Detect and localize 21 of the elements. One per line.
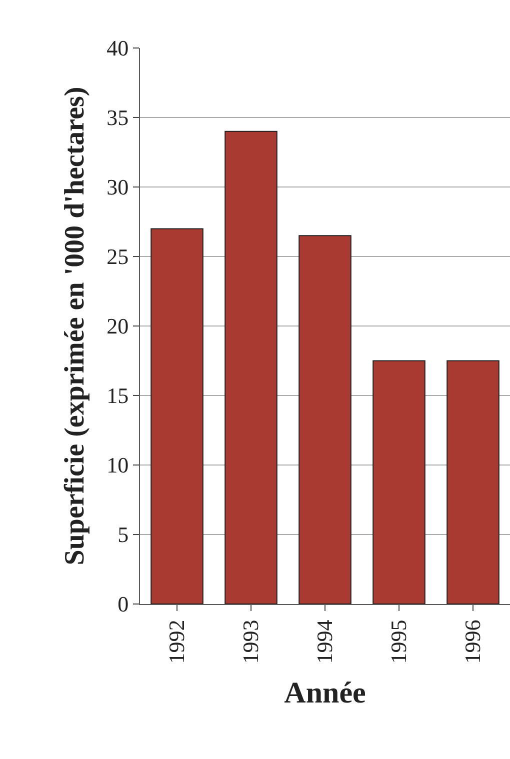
y-tick-label: 0 — [118, 592, 129, 617]
y-tick-label: 30 — [106, 174, 129, 200]
x-tick-label: 1993 — [238, 620, 264, 664]
y-tick-label: 10 — [106, 452, 129, 478]
y-tick-label: 25 — [106, 244, 129, 270]
x-tick-label: 1992 — [164, 620, 190, 664]
bar — [150, 228, 204, 604]
bar — [372, 360, 426, 604]
y-tick-label: 15 — [106, 383, 129, 408]
y-axis-title: Superficie (exprimée en '000 d'hectares) — [59, 86, 90, 566]
bar — [446, 360, 500, 604]
y-tick-label: 35 — [106, 105, 129, 130]
x-tick-label: 1994 — [312, 620, 338, 664]
y-tick-label: 5 — [118, 522, 129, 548]
y-tick-label: 20 — [106, 314, 129, 339]
bar — [298, 235, 352, 604]
x-axis-title: Année — [284, 676, 366, 710]
x-tick-label: 1995 — [386, 620, 412, 664]
bar — [224, 130, 278, 604]
x-tick-label: 1996 — [460, 620, 486, 664]
y-tick-label: 40 — [106, 36, 129, 61]
